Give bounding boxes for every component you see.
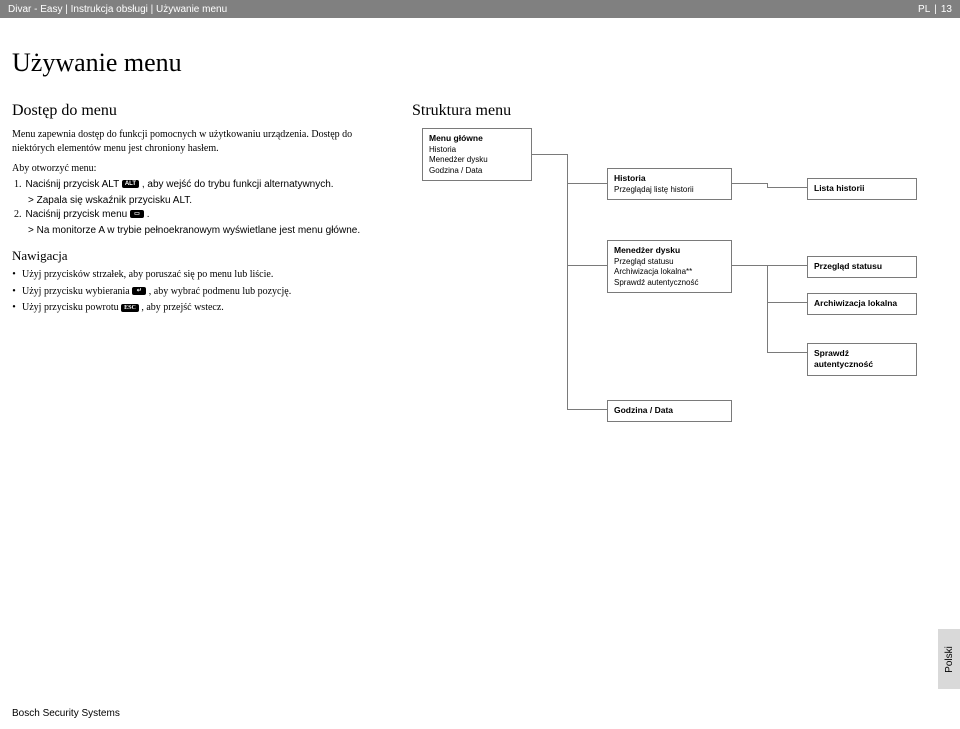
key-icon: ▭ bbox=[130, 210, 144, 218]
diagram-box-title: Historia bbox=[614, 173, 725, 184]
diagram-box-arch: Archiwizacja lokalna bbox=[807, 293, 917, 315]
diagram-connector bbox=[767, 265, 807, 266]
nav-bullets: • Użyj przycisków strzałek, aby poruszać … bbox=[12, 268, 382, 315]
diagram-box-line: Menedżer dysku bbox=[429, 155, 525, 165]
bullet-text: Użyj przycisku wybierania ↵ , aby wybrać… bbox=[22, 285, 291, 299]
header-right: PL | 13 bbox=[918, 4, 952, 15]
diagram-box-przeglad: Przegląd statusu bbox=[807, 256, 917, 278]
left-column: Dostęp do menu Menu zapewnia dostęp do f… bbox=[12, 102, 382, 458]
diagram-box-historia: HistoriaPrzeglądaj listę historii bbox=[607, 168, 732, 200]
breadcrumb: Divar - Easy | Instrukcja obsługi | Używ… bbox=[8, 4, 227, 15]
step-text: Naciśnij przycisk ALT ALT , aby wejść do… bbox=[26, 178, 334, 192]
section-dostep-title: Dostęp do menu bbox=[12, 102, 382, 120]
diagram-box-mgr: Menedżer dyskuPrzegląd statusuArchiwizac… bbox=[607, 240, 732, 293]
step-subline: > Zapala się wskaźnik przycisku ALT. bbox=[28, 194, 382, 208]
bullet-dot: • bbox=[12, 285, 16, 299]
section-struktura-title: Struktura menu bbox=[412, 102, 948, 120]
diagram-box-title: Lista historii bbox=[814, 183, 910, 194]
bullet-text: Użyj przycisku powrotu ESC , aby przejść… bbox=[22, 301, 224, 315]
diagram-box-title: Menu główne bbox=[429, 133, 525, 144]
diagram-box-title: Przegląd statusu bbox=[814, 261, 910, 272]
diagram-box-title: Godzina / Data bbox=[614, 405, 725, 416]
diagram-box-line: Przegląd statusu bbox=[614, 257, 725, 267]
diagram-connector bbox=[767, 265, 768, 353]
diagram-connector bbox=[767, 187, 807, 188]
diagram-box-lista: Lista historii bbox=[807, 178, 917, 200]
diagram-box-line: Archiwizacja lokalna** bbox=[614, 267, 725, 277]
page-number: 13 bbox=[941, 4, 952, 15]
lang-code: PL bbox=[918, 4, 930, 15]
diagram-connector bbox=[732, 183, 767, 184]
diagram-box-godzina: Godzina / Data bbox=[607, 400, 732, 422]
bullet-text: Użyj przycisków strzałek, aby poruszać s… bbox=[22, 268, 273, 282]
numbered-steps: 1. Naciśnij przycisk ALT ALT , aby wejść … bbox=[14, 178, 382, 238]
diagram-box-line: Sprawdź autentyczność bbox=[614, 278, 725, 288]
diagram-connector bbox=[732, 265, 767, 266]
language-side-label: Polski bbox=[944, 646, 955, 673]
language-side-tab: Polski bbox=[938, 629, 960, 689]
diagram-connector bbox=[767, 352, 807, 353]
diagram-connector bbox=[567, 154, 568, 409]
intro-paragraph: Menu zapewnia dostęp do funkcji pomocnyc… bbox=[12, 128, 382, 155]
nav-title: Nawigacja bbox=[12, 248, 382, 264]
diagram-box-main: Menu główneHistoriaMenedżer dyskuGodzina… bbox=[422, 128, 532, 181]
key-icon: ALT bbox=[122, 180, 139, 188]
menu-structure-diagram: Menu główneHistoriaMenedżer dyskuGodzina… bbox=[412, 128, 948, 458]
step-number: 1. bbox=[14, 178, 22, 192]
bullet-dot: • bbox=[12, 268, 16, 282]
diagram-box-line: Historia bbox=[429, 145, 525, 155]
diagram-connector bbox=[567, 183, 607, 184]
step-number: 2. bbox=[14, 208, 22, 222]
diagram-connector bbox=[567, 409, 607, 410]
diagram-box-line: Godzina / Data bbox=[429, 166, 525, 176]
step-text: Naciśnij przycisk menu ▭ . bbox=[26, 208, 150, 222]
diagram-box-sprawdz: Sprawdź autentyczność bbox=[807, 343, 917, 376]
diagram-box-title: Menedżer dysku bbox=[614, 245, 725, 256]
step-subline: > Na monitorze A w trybie pełnoekranowym… bbox=[28, 224, 382, 238]
diagram-connector bbox=[532, 154, 567, 155]
key-icon: ↵ bbox=[132, 287, 146, 295]
key-icon: ESC bbox=[121, 304, 139, 312]
page-title: Używanie menu bbox=[12, 48, 960, 78]
diagram-connector bbox=[767, 302, 807, 303]
footer-text: Bosch Security Systems bbox=[12, 708, 120, 719]
bullet-dot: • bbox=[12, 301, 16, 315]
header-bar: Divar - Easy | Instrukcja obsługi | Używ… bbox=[0, 0, 960, 18]
diagram-box-title: Archiwizacja lokalna bbox=[814, 298, 910, 309]
open-menu-subhead: Aby otworzyć menu: bbox=[12, 163, 382, 174]
diagram-box-line: Przeglądaj listę historii bbox=[614, 185, 725, 195]
diagram-connector bbox=[567, 265, 607, 266]
right-column: Struktura menu Menu główneHistoriaMenedż… bbox=[412, 102, 948, 458]
diagram-box-title: Sprawdź autentyczność bbox=[814, 348, 910, 370]
